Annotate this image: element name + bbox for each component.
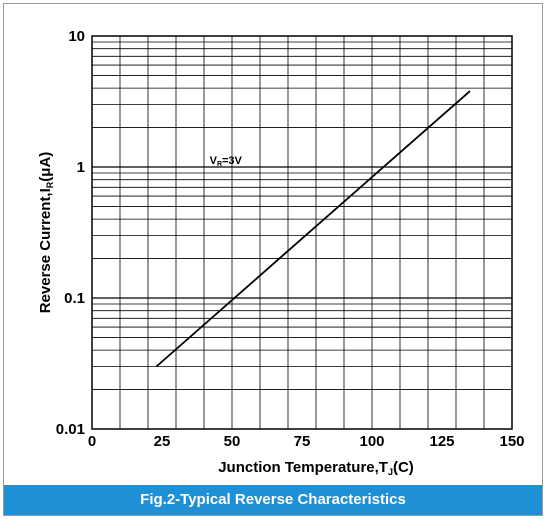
figure-caption: Fig.2-Typical Reverse Characteristics	[4, 485, 542, 515]
x-axis-title-unit: (C)	[393, 459, 414, 476]
y-axis-title: Reverse Current,IR(μA)	[37, 152, 55, 314]
x-axis-title: Junction Temperature,TJ(C)	[218, 459, 414, 477]
y-axis-title-sub: R	[45, 181, 55, 188]
y-axis-title-unit: (μA)	[37, 152, 54, 182]
vr-annotation-rest: =3V	[222, 155, 243, 167]
plot-border	[91, 35, 513, 430]
x-tick-label: 150	[499, 433, 524, 450]
series-layer	[155, 90, 471, 368]
x-axis-title-main: Junction Temperature,T	[218, 459, 388, 476]
x-tick-label: 25	[154, 433, 171, 450]
vr-annotation-main: V	[210, 155, 218, 167]
x-tick-labels: 0 25 50 75 100 125 150	[88, 433, 525, 450]
y-tick-label: 0.1	[64, 290, 85, 307]
vr-annotation: VR=3V	[210, 155, 243, 168]
y-axis-title-main: Reverse Current,I	[37, 188, 54, 313]
series-line	[155, 90, 471, 368]
vr-annotation-sub: R	[217, 161, 222, 168]
y-tick-label: 10	[68, 28, 85, 45]
x-tick-label: 100	[359, 433, 384, 450]
x-tick-label: 50	[224, 433, 241, 450]
y-tick-label: 0.01	[56, 421, 85, 438]
x-tick-label: 125	[429, 433, 454, 450]
y-tick-labels: 0.01 0.1 1 10	[56, 28, 85, 438]
x-tick-label: 0	[88, 433, 96, 450]
grid	[92, 36, 512, 429]
y-tick-label: 1	[77, 159, 85, 176]
x-tick-label: 75	[294, 433, 311, 450]
x-axis-title-sub: J	[388, 467, 393, 477]
